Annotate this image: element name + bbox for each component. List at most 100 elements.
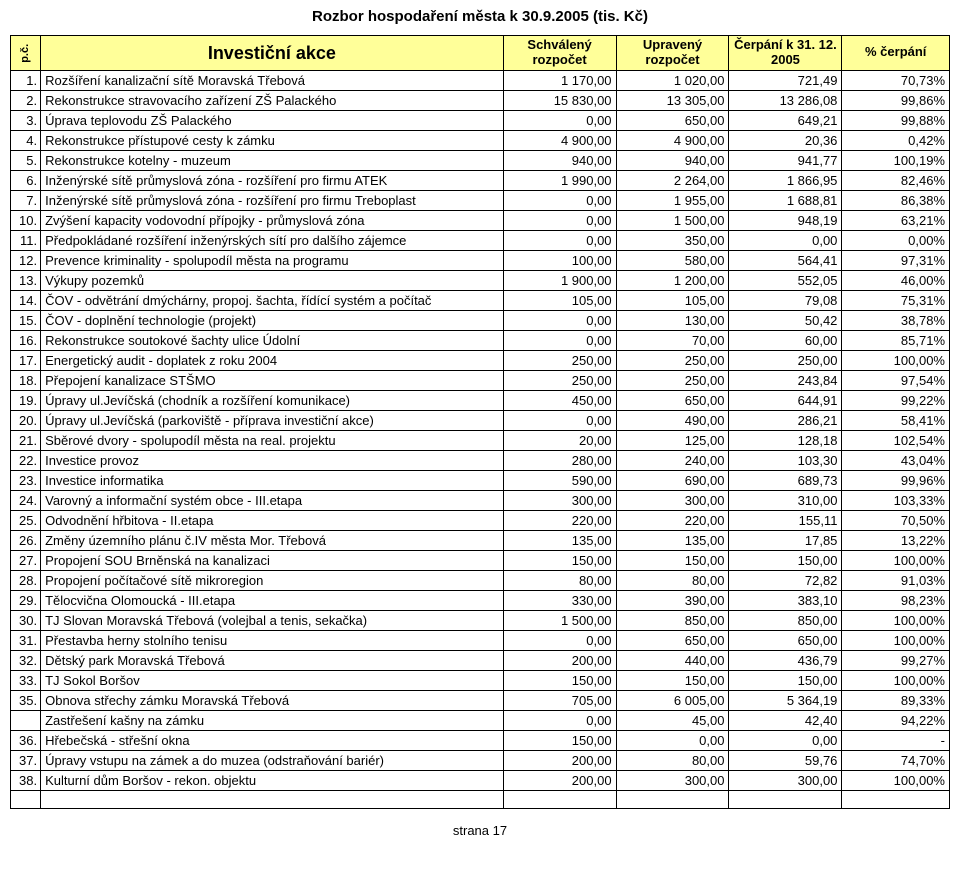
row-cerpani: 150,00 <box>729 670 842 690</box>
row-upraveny: 45,00 <box>616 710 729 730</box>
row-schvaleny: 105,00 <box>503 290 616 310</box>
row-upraveny: 580,00 <box>616 250 729 270</box>
row-name: Rekonstrukce přístupové cesty k zámku <box>41 130 504 150</box>
row-name: Tělocvična Olomoucká - III.etapa <box>41 590 504 610</box>
row-cerpani: 941,77 <box>729 150 842 170</box>
col-pct: % čerpání <box>842 36 950 71</box>
row-pct: 97,54% <box>842 370 950 390</box>
row-name: Zastřešení kašny na zámku <box>41 710 504 730</box>
row-pct: 97,31% <box>842 250 950 270</box>
row-schvaleny: 590,00 <box>503 470 616 490</box>
row-num: 16. <box>11 330 41 350</box>
row-schvaleny: 1 500,00 <box>503 610 616 630</box>
row-num: 30. <box>11 610 41 630</box>
table-row-empty <box>11 790 950 808</box>
row-upraveny: 4 900,00 <box>616 130 729 150</box>
row-schvaleny: 705,00 <box>503 690 616 710</box>
row-pct: 99,96% <box>842 470 950 490</box>
row-num: 20. <box>11 410 41 430</box>
row-schvaleny: 330,00 <box>503 590 616 610</box>
row-pct: 82,46% <box>842 170 950 190</box>
row-cerpani: 310,00 <box>729 490 842 510</box>
row-num: 14. <box>11 290 41 310</box>
row-pct: 43,04% <box>842 450 950 470</box>
row-name: Kulturní dům Boršov - rekon. objektu <box>41 770 504 790</box>
row-num: 35. <box>11 690 41 710</box>
row-upraveny: 6 005,00 <box>616 690 729 710</box>
row-cerpani: 50,42 <box>729 310 842 330</box>
row-schvaleny: 150,00 <box>503 550 616 570</box>
page-title: Rozbor hospodaření města k 30.9.2005 (ti… <box>10 8 950 25</box>
row-num: 24. <box>11 490 41 510</box>
row-schvaleny: 220,00 <box>503 510 616 530</box>
row-upraveny: 1 200,00 <box>616 270 729 290</box>
row-schvaleny: 4 900,00 <box>503 130 616 150</box>
row-name: TJ Slovan Moravská Třebová (volejbal a t… <box>41 610 504 630</box>
row-pct: 38,78% <box>842 310 950 330</box>
table-row: 29.Tělocvična Olomoucká - III.etapa330,0… <box>11 590 950 610</box>
row-pct: 46,00% <box>842 270 950 290</box>
row-name: Prevence kriminality - spolupodíl města … <box>41 250 504 270</box>
row-name: Sběrové dvory - spolupodíl města na real… <box>41 430 504 450</box>
row-cerpani: 689,73 <box>729 470 842 490</box>
table-row: 16.Rekonstrukce soutokové šachty ulice Ú… <box>11 330 950 350</box>
row-pct: 94,22% <box>842 710 950 730</box>
table-row: 24.Varovný a informační systém obce - II… <box>11 490 950 510</box>
row-schvaleny: 200,00 <box>503 650 616 670</box>
row-cerpani: 564,41 <box>729 250 842 270</box>
row-pct: 102,54% <box>842 430 950 450</box>
row-upraveny: 150,00 <box>616 550 729 570</box>
row-name: Rekonstrukce soutokové šachty ulice Údol… <box>41 330 504 350</box>
row-num: 1. <box>11 70 41 90</box>
row-cerpani: 17,85 <box>729 530 842 550</box>
row-schvaleny: 250,00 <box>503 370 616 390</box>
row-num: 26. <box>11 530 41 550</box>
row-num: 15. <box>11 310 41 330</box>
row-name: TJ Sokol Boršov <box>41 670 504 690</box>
row-schvaleny: 135,00 <box>503 530 616 550</box>
row-pct: 70,50% <box>842 510 950 530</box>
row-upraveny: 150,00 <box>616 670 729 690</box>
row-num: 11. <box>11 230 41 250</box>
row-cerpani: 948,19 <box>729 210 842 230</box>
table-row: 36.Hřebečská - střešní okna150,000,000,0… <box>11 730 950 750</box>
row-schvaleny: 300,00 <box>503 490 616 510</box>
row-upraveny: 440,00 <box>616 650 729 670</box>
row-name: Přestavba herny stolního tenisu <box>41 630 504 650</box>
row-upraveny: 80,00 <box>616 750 729 770</box>
table-row: 26.Změny územního plánu č.IV města Mor. … <box>11 530 950 550</box>
row-cerpani: 150,00 <box>729 550 842 570</box>
row-pct: 100,00% <box>842 550 950 570</box>
row-pct: 85,71% <box>842 330 950 350</box>
table-row: 25.Odvodnění hřbitova - II.etapa220,0022… <box>11 510 950 530</box>
row-cerpani: 850,00 <box>729 610 842 630</box>
row-upraveny: 105,00 <box>616 290 729 310</box>
row-name: Obnova střechy zámku Moravská Třebová <box>41 690 504 710</box>
row-name: Energetický audit - doplatek z roku 2004 <box>41 350 504 370</box>
row-upraveny: 650,00 <box>616 110 729 130</box>
table-row: 3.Úprava teplovodu ZŠ Palackého0,00650,0… <box>11 110 950 130</box>
row-upraveny: 650,00 <box>616 630 729 650</box>
row-cerpani: 436,79 <box>729 650 842 670</box>
row-pct: 99,27% <box>842 650 950 670</box>
row-upraveny: 1 500,00 <box>616 210 729 230</box>
table-row: Zastřešení kašny na zámku0,0045,0042,409… <box>11 710 950 730</box>
row-schvaleny: 100,00 <box>503 250 616 270</box>
row-name: Varovný a informační systém obce - III.e… <box>41 490 504 510</box>
row-cerpani: 60,00 <box>729 330 842 350</box>
row-pct: 100,19% <box>842 150 950 170</box>
row-num: 6. <box>11 170 41 190</box>
row-upraveny: 13 305,00 <box>616 90 729 110</box>
row-schvaleny: 450,00 <box>503 390 616 410</box>
row-num: 32. <box>11 650 41 670</box>
row-upraveny: 80,00 <box>616 570 729 590</box>
row-name: Odvodnění hřbitova - II.etapa <box>41 510 504 530</box>
table-row: 38.Kulturní dům Boršov - rekon. objektu2… <box>11 770 950 790</box>
row-cerpani: 155,11 <box>729 510 842 530</box>
row-cerpani: 644,91 <box>729 390 842 410</box>
investment-table: p.č. Investiční akce Schválený rozpočet … <box>10 35 950 809</box>
row-name: Hřebečská - střešní okna <box>41 730 504 750</box>
row-upraveny: 490,00 <box>616 410 729 430</box>
row-schvaleny: 200,00 <box>503 750 616 770</box>
row-num: 31. <box>11 630 41 650</box>
